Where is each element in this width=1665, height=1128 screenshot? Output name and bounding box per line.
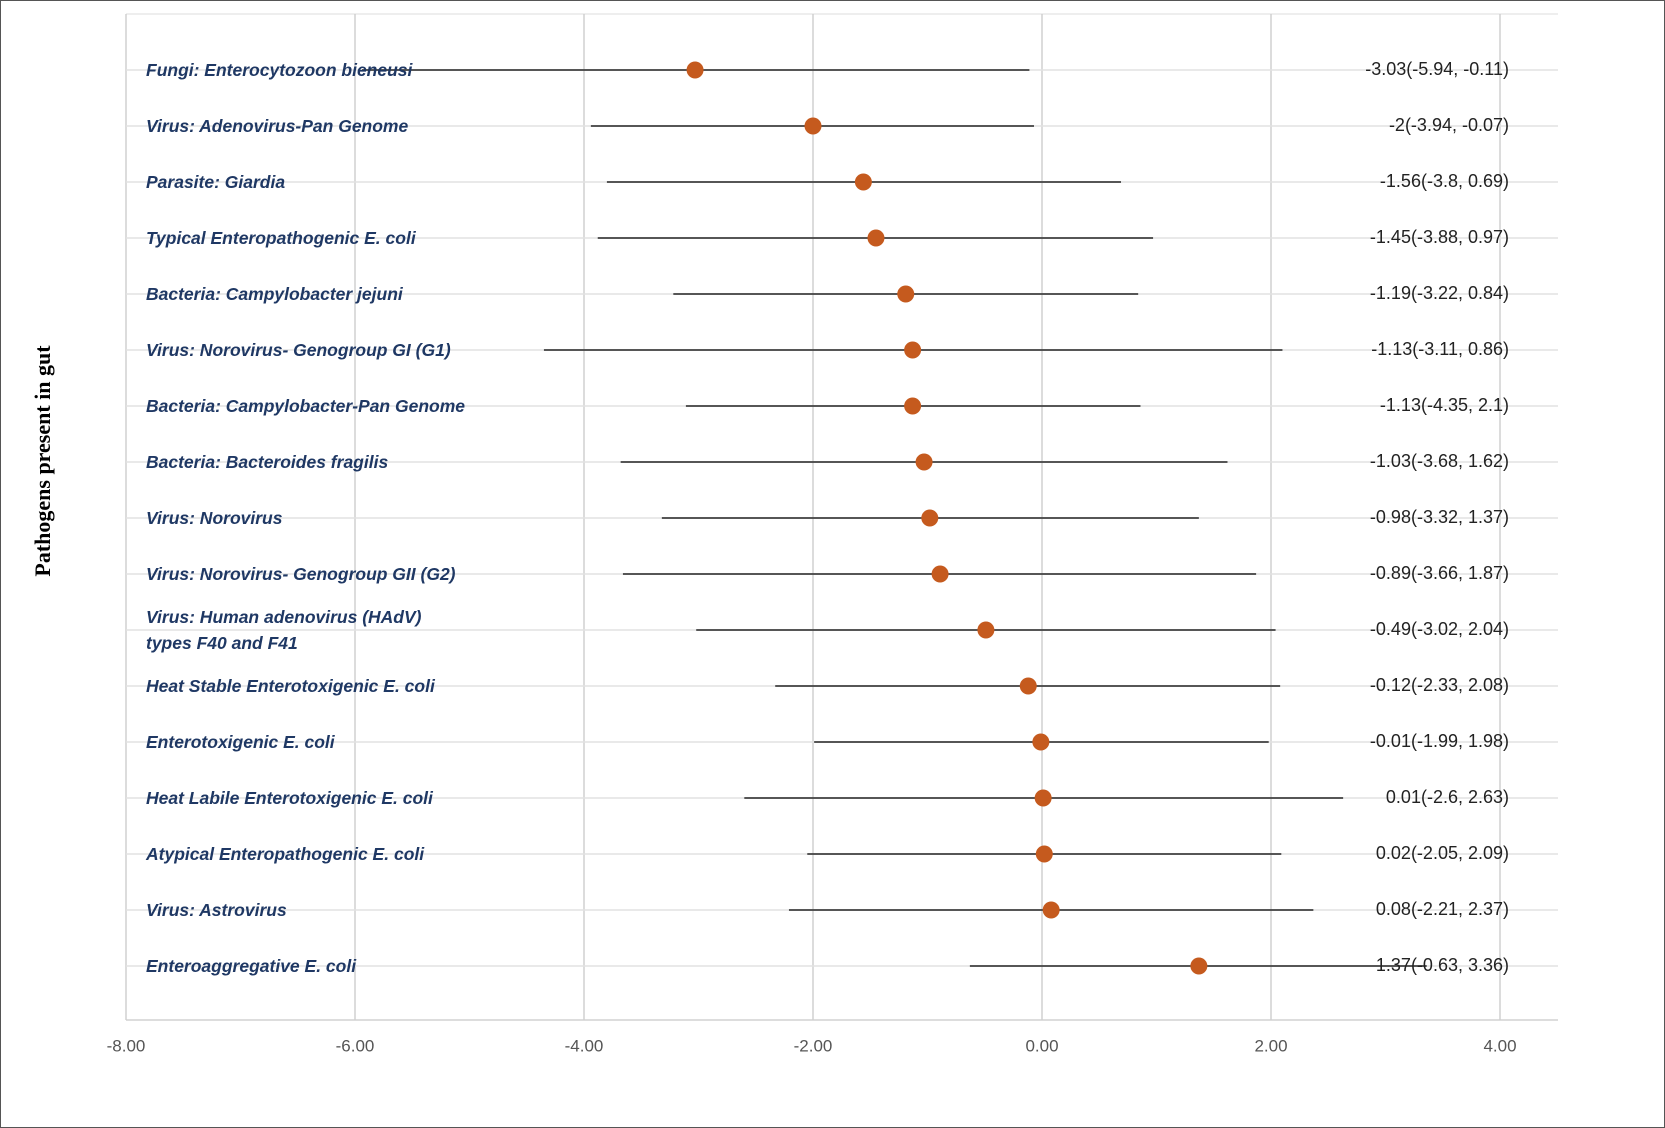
value-label: -0.89(-3.66, 1.87)	[1370, 563, 1509, 583]
category-label: Fungi: Enterocytozoon bieneusi	[146, 60, 413, 80]
estimate-point	[904, 397, 922, 415]
estimate-point	[854, 173, 872, 191]
category-label: Virus: Human adenovirus (HAdV) types F40…	[146, 607, 422, 653]
value-label: -0.49(-3.02, 2.04)	[1370, 619, 1509, 639]
value-label: -2(-3.94, -0.07)	[1389, 115, 1509, 135]
y-axis-label: Pathogens present in gut	[30, 345, 55, 577]
x-tick-label: -6.00	[336, 1036, 375, 1055]
value-label: -0.12(-2.33, 2.08)	[1370, 675, 1509, 695]
value-label: -0.01(-1.99, 1.98)	[1370, 731, 1509, 751]
category-label: Virus: Norovirus- Genogroup GII (G2)	[146, 564, 456, 584]
category-label: Typical Enteropathogenic E. coli	[146, 228, 416, 248]
estimate-point	[904, 341, 922, 359]
category-label: Bacteria: Campylobacter-Pan Genome	[146, 396, 465, 416]
value-label: 0.02(-2.05, 2.09)	[1376, 843, 1509, 863]
estimate-point	[931, 565, 949, 583]
category-label: Virus: Adenovirus-Pan Genome	[146, 116, 409, 136]
value-label: -1.13(-4.35, 2.1)	[1380, 395, 1509, 415]
value-label: -0.98(-3.32, 1.37)	[1370, 507, 1509, 527]
value-label: 1.37(-0.63, 3.36)	[1376, 955, 1509, 975]
category-label: Heat Labile Enterotoxigenic E. coli	[146, 788, 433, 808]
x-tick-label: -2.00	[794, 1036, 833, 1055]
estimate-point	[1035, 845, 1053, 863]
category-label: Bacteria: Campylobacter jejuni	[146, 284, 403, 304]
value-label: -1.03(-3.68, 1.62)	[1370, 451, 1509, 471]
estimate-point	[1190, 957, 1208, 975]
value-label: -1.45(-3.88, 0.97)	[1370, 227, 1509, 247]
category-label: Enterotoxigenic E. coli	[146, 732, 335, 752]
estimate-point	[1042, 901, 1060, 919]
value-label: -1.56(-3.8, 0.69)	[1380, 171, 1509, 191]
x-tick-label: -4.00	[565, 1036, 604, 1055]
category-label: Virus: Norovirus- Genogroup GI (G1)	[146, 340, 451, 360]
x-tick-label: 0.00	[1025, 1036, 1058, 1055]
estimate-point	[1034, 789, 1052, 807]
category-label: Bacteria: Bacteroides fragilis	[146, 452, 389, 472]
value-label: 0.08(-2.21, 2.37)	[1376, 899, 1509, 919]
estimate-point	[1032, 733, 1050, 751]
estimate-point	[915, 453, 933, 471]
x-tick-label: 2.00	[1254, 1036, 1287, 1055]
value-label: 0.01(-2.6, 2.63)	[1386, 787, 1509, 807]
estimate-point	[686, 61, 704, 79]
category-label: Enteroaggregative E. coli	[146, 956, 357, 976]
x-tick-label: 4.00	[1483, 1036, 1516, 1055]
x-tick-label: -8.00	[107, 1036, 146, 1055]
estimate-point	[977, 621, 995, 639]
category-label: Virus: Norovirus	[146, 508, 283, 528]
value-label: -1.13(-3.11, 0.86)	[1371, 339, 1509, 359]
estimate-point	[921, 509, 939, 527]
estimate-point	[1019, 677, 1037, 695]
category-label: Parasite: Giardia	[146, 172, 286, 192]
value-label: -3.03(-5.94, -0.11)	[1365, 59, 1509, 79]
value-label: -1.19(-3.22, 0.84)	[1370, 283, 1509, 303]
estimate-point	[897, 285, 915, 303]
estimate-point	[867, 229, 885, 247]
estimate-point	[804, 117, 822, 135]
category-label: Atypical Enteropathogenic E. coli	[146, 844, 425, 864]
category-label: Virus: Astrovirus	[146, 900, 287, 920]
category-label: Heat Stable Enterotoxigenic E. coli	[146, 676, 435, 696]
